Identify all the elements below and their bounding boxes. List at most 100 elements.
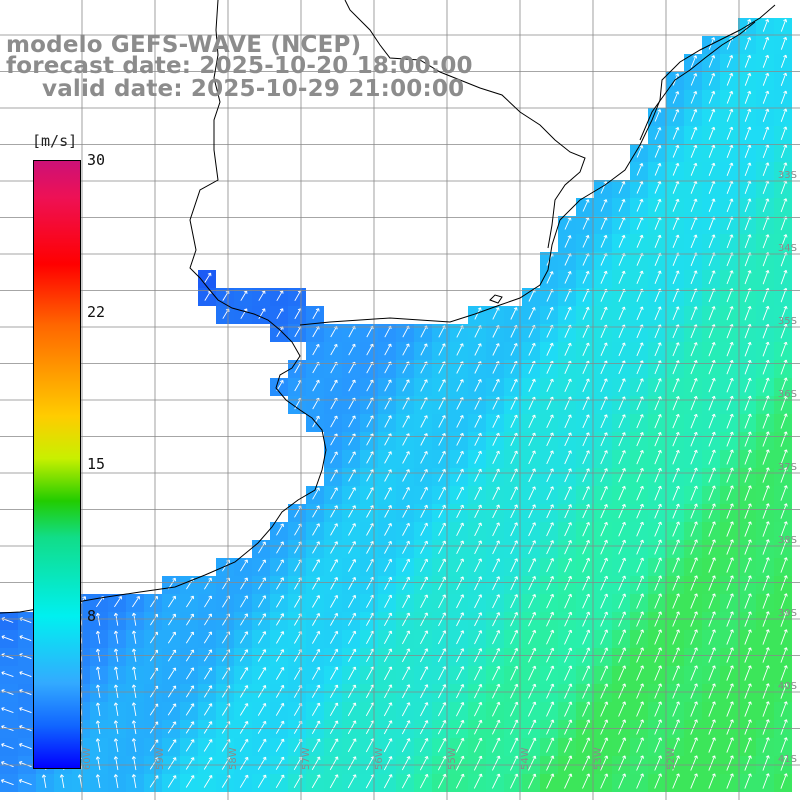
wind-arrow [636, 719, 645, 735]
wind-arrow [203, 631, 213, 644]
wind-arrow [384, 666, 393, 681]
wind-arrow [510, 486, 518, 501]
wind-arrow [564, 235, 572, 248]
wind-arrow [528, 540, 536, 555]
wind-arrow [473, 683, 483, 699]
wind-arrow [564, 378, 572, 392]
wind-arrow [654, 773, 663, 789]
wind-arrow [167, 721, 177, 734]
wind-arrow [275, 738, 285, 752]
wind-arrow [348, 487, 356, 500]
wind-arrow [113, 612, 119, 626]
wind-arrow [564, 683, 573, 699]
wind-arrow [726, 413, 734, 429]
wind-arrow [582, 235, 590, 248]
wind-arrow [474, 450, 482, 464]
wind-arrow [690, 665, 698, 681]
wind-arrow [708, 413, 716, 429]
wind-arrow [114, 595, 122, 608]
wind-arrow [240, 595, 249, 608]
wind-arrow [618, 539, 626, 555]
wind-arrow [456, 594, 465, 609]
wind-arrow [401, 738, 411, 753]
wind-arrow [672, 575, 680, 591]
wind-arrow [131, 738, 137, 753]
wind-arrow [384, 469, 392, 482]
wind-arrow [1, 635, 14, 642]
wind-arrow [582, 306, 590, 320]
wind-arrow [384, 451, 392, 464]
wind-arrow [780, 683, 788, 699]
wind-arrow [762, 467, 770, 483]
wind-arrow [618, 378, 626, 393]
wind-arrow [780, 557, 788, 573]
wind-arrow [384, 630, 393, 645]
wind-arrow [420, 684, 429, 699]
wind-arrow [636, 198, 644, 212]
wind-arrow [564, 414, 572, 429]
wind-arrow [600, 468, 608, 483]
wind-arrow [438, 379, 446, 392]
wind-arrow [203, 667, 213, 680]
wind-arrow [654, 557, 662, 573]
wind-arrow [636, 683, 645, 699]
lat-label: 38S [778, 535, 797, 546]
wind-arrow [456, 540, 465, 555]
wind-arrow [726, 467, 734, 483]
wind-arrows [0, 18, 788, 789]
wind-arrow [618, 575, 627, 591]
wind-arrow [762, 72, 770, 86]
wind-arrow [347, 702, 357, 717]
wind-arrow [582, 270, 590, 284]
wind-arrow [744, 575, 752, 591]
wind-arrow [762, 144, 770, 159]
wind-arrow [527, 719, 537, 735]
wind-arrow [348, 523, 356, 536]
wind-arrow [780, 72, 788, 86]
wind-arrow [582, 432, 590, 447]
wind-arrow [780, 521, 788, 537]
wind-arrow [762, 503, 770, 519]
wind-arrow [654, 414, 662, 429]
wind-arrow [438, 415, 446, 428]
lat-label: 35S [778, 316, 797, 327]
wind-arrow [420, 666, 429, 681]
wind-arrow [186, 613, 195, 626]
wind-arrow [348, 594, 357, 608]
wind-arrow [383, 702, 393, 717]
wind-arrow [546, 504, 554, 519]
wind-arrow [348, 576, 357, 590]
wind-arrow [726, 55, 734, 68]
wind-arrow [546, 629, 555, 645]
wind-arrow [456, 415, 464, 428]
wind-arrow [780, 395, 788, 411]
wind-arrow [564, 432, 572, 447]
wind-arrow [600, 773, 609, 789]
wind-arrow [654, 629, 663, 645]
wind-arrow [437, 737, 447, 753]
wind-arrow [492, 576, 501, 591]
wind-arrow [528, 558, 537, 573]
wind-arrow [330, 469, 338, 482]
wind-arrow [438, 558, 447, 573]
wind-arrow [618, 342, 626, 357]
wind-arrow [618, 432, 626, 447]
wind-arrow [492, 522, 500, 537]
lon-label: 57W [301, 747, 312, 770]
wind-arrow [762, 557, 770, 573]
wind-arrow [312, 415, 320, 428]
wind-arrow [690, 91, 698, 104]
wind-arrow [473, 701, 483, 717]
wind-arrow [329, 702, 339, 717]
wind-arrow [672, 773, 680, 789]
wind-arrow [402, 576, 411, 591]
wind-arrow [204, 577, 212, 590]
wind-arrow [708, 503, 716, 519]
wind-arrow [780, 701, 788, 717]
wind-arrow [456, 630, 465, 645]
wind-arrow [582, 468, 590, 483]
wind-arrow [708, 126, 716, 140]
wind-arrow [348, 505, 356, 518]
wind-arrow [203, 757, 213, 770]
wind-arrow [546, 576, 555, 591]
